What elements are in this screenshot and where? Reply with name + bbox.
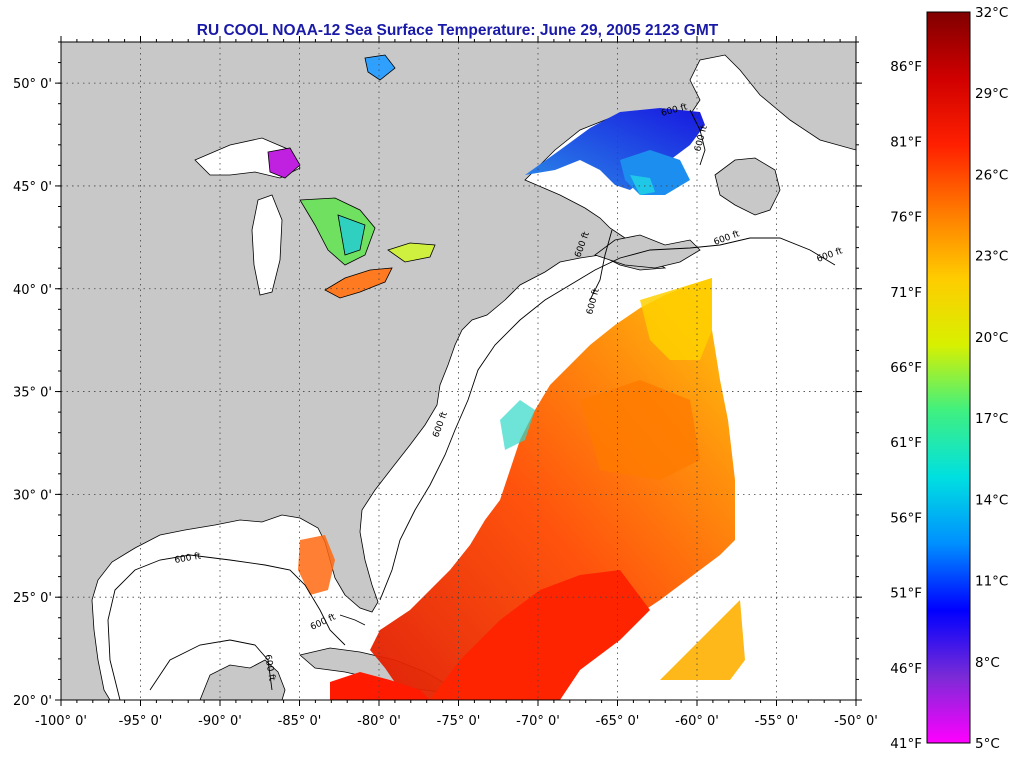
florida-keys bbox=[339, 614, 366, 626]
colorbar-celsius-labels: 32°C 29°C 26°C 23°C 20°C 17°C 14°C 11°C 8°C 5°C bbox=[975, 5, 1008, 752]
colorbar-celsius-label: 11°C bbox=[975, 574, 1008, 590]
sst-north-yellow bbox=[640, 278, 712, 360]
latitude-tick-label: 40° 0' bbox=[13, 283, 52, 298]
depth-contours bbox=[107, 109, 836, 700]
latitude-tick-label: 50° 0' bbox=[13, 77, 52, 92]
longitude-tick-label: -95° 0' bbox=[119, 714, 163, 729]
graticule bbox=[61, 42, 856, 700]
sst-central-orange bbox=[580, 380, 700, 480]
newfoundland bbox=[714, 157, 781, 216]
colorbar-celsius-label: 17°C bbox=[975, 411, 1008, 427]
colorbar-fahrenheit-label: 51°F bbox=[890, 586, 922, 602]
colorbar-fahrenheit-labels: 86°F 81°F 76°F 71°F 66°F 61°F 56°F 51°F 46°F 41°F bbox=[890, 59, 922, 752]
colorbar-celsius-label: 29°C bbox=[975, 86, 1008, 102]
colorbar-fahrenheit-label: 86°F bbox=[890, 59, 922, 75]
colorbar-fahrenheit-label: 46°F bbox=[890, 661, 922, 677]
map-title: RU COOL NOAA-12 Sea Surface Temperature:… bbox=[196, 22, 719, 39]
longitude-tick-label: -80° 0' bbox=[357, 714, 401, 729]
sst-eastern-patch bbox=[660, 600, 745, 680]
lake-superior-sst bbox=[267, 147, 301, 179]
colorbar-fahrenheit-label: 66°F bbox=[890, 360, 922, 376]
st-lawrence-sst bbox=[525, 108, 705, 195]
colorbar-celsius-label: 5°C bbox=[975, 736, 1000, 752]
sst-caribbean bbox=[330, 672, 430, 700]
latitude-tick-label: 20° 0' bbox=[13, 694, 52, 709]
colorbar-celsius-label: 26°C bbox=[975, 167, 1008, 183]
lake-ontario bbox=[387, 242, 436, 263]
longitude-tick-label: -100° 0' bbox=[35, 714, 87, 729]
colorbar-celsius-label: 32°C bbox=[975, 5, 1008, 21]
colorbar-fahrenheit-label: 61°F bbox=[890, 435, 922, 451]
longitude-tick-label: -90° 0' bbox=[198, 714, 242, 729]
axis-ticks bbox=[55, 36, 862, 706]
longitude-tick-label: -70° 0' bbox=[516, 714, 560, 729]
colorbar-fahrenheit-label: 56°F bbox=[890, 510, 922, 526]
latitude-tick-label: 25° 0' bbox=[13, 591, 52, 606]
colorbar-fahrenheit-label: 71°F bbox=[890, 285, 922, 301]
longitude-tick-label: -85° 0' bbox=[278, 714, 322, 729]
lake-huron-cool bbox=[337, 214, 366, 256]
latitude-tick-label: 30° 0' bbox=[13, 488, 52, 503]
depth-label: 600 ft bbox=[174, 551, 202, 566]
colorbar-fahrenheit-label: 76°F bbox=[890, 210, 922, 226]
colorbar-fahrenheit-label: 81°F bbox=[890, 134, 922, 150]
colorbar-fahrenheit-label: 41°F bbox=[890, 736, 922, 752]
nova-scotia bbox=[594, 234, 701, 269]
lake-erie bbox=[324, 267, 393, 299]
colorbar-celsius-label: 8°C bbox=[975, 655, 1000, 671]
depth-label: 600 ft bbox=[262, 654, 277, 682]
lake-nipigon bbox=[364, 54, 396, 81]
map-area: 600 ft 600 ft 600 ft 600 ft 600 ft 600 f… bbox=[61, 42, 856, 700]
sst-gulfstream-core bbox=[430, 570, 650, 700]
longitude-tick-label: -65° 0' bbox=[596, 714, 640, 729]
longitude-tick-label: -55° 0' bbox=[755, 714, 799, 729]
colorbar-celsius-label: 20°C bbox=[975, 330, 1008, 346]
colorbar-scale bbox=[926, 11, 971, 744]
great-lakes bbox=[194, 54, 436, 299]
latitude-tick-label: 45° 0' bbox=[13, 180, 52, 195]
longitude-tick-label: -50° 0' bbox=[834, 714, 878, 729]
colorbar: 32°C 29°C 26°C 23°C 20°C 17°C 14°C 11°C 8°C 5°C 8… bbox=[890, 5, 1008, 752]
sst-swath bbox=[298, 278, 745, 700]
latitude-tick-label: 35° 0' bbox=[13, 386, 52, 401]
sst-shelf-cool-streaks bbox=[500, 400, 535, 450]
colorbar-celsius-label: 23°C bbox=[975, 249, 1008, 265]
longitude-labels: -100° 0' -95° 0' -90° 0' -85° 0' -80° 0' -75°… bbox=[35, 714, 878, 729]
sst-gulf-patch bbox=[298, 535, 335, 595]
longitude-tick-label: -75° 0' bbox=[437, 714, 481, 729]
lake-michigan bbox=[251, 194, 283, 296]
longitude-tick-label: -60° 0' bbox=[675, 714, 719, 729]
latitude-labels: 50° 0' 45° 0' 40° 0' 35° 0' 30° 0' 25° 0' 20° … bbox=[13, 77, 52, 709]
yucatan-peninsula bbox=[199, 659, 286, 700]
colorbar-celsius-label: 14°C bbox=[975, 492, 1008, 508]
